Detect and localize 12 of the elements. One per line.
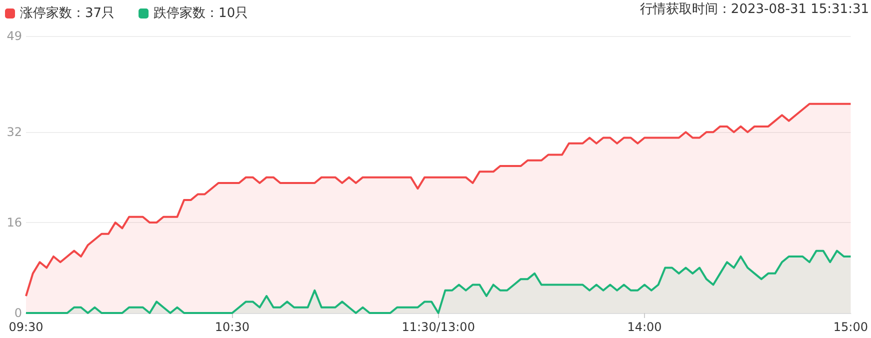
x-tick-label: 10:30 xyxy=(214,320,250,334)
text: 行情获取时间：2023-08-31 15:31:31 xyxy=(640,2,870,17)
legend-label: 涨停家数：37只 xyxy=(20,5,115,21)
x-tick-label: 15:00 xyxy=(833,320,868,334)
x-tick-label: 11:30/13:00 xyxy=(402,320,475,334)
legend-label: 跌停家数：10只 xyxy=(154,5,248,21)
y-tick-label: 0 xyxy=(14,306,22,320)
y-tick-label: 49 xyxy=(6,29,22,43)
x-tick-label: 09:30 xyxy=(8,320,44,334)
y-tick-label: 16 xyxy=(6,216,22,230)
y-tick-label: 32 xyxy=(6,125,22,140)
x-tick-label: 14:00 xyxy=(627,320,662,334)
